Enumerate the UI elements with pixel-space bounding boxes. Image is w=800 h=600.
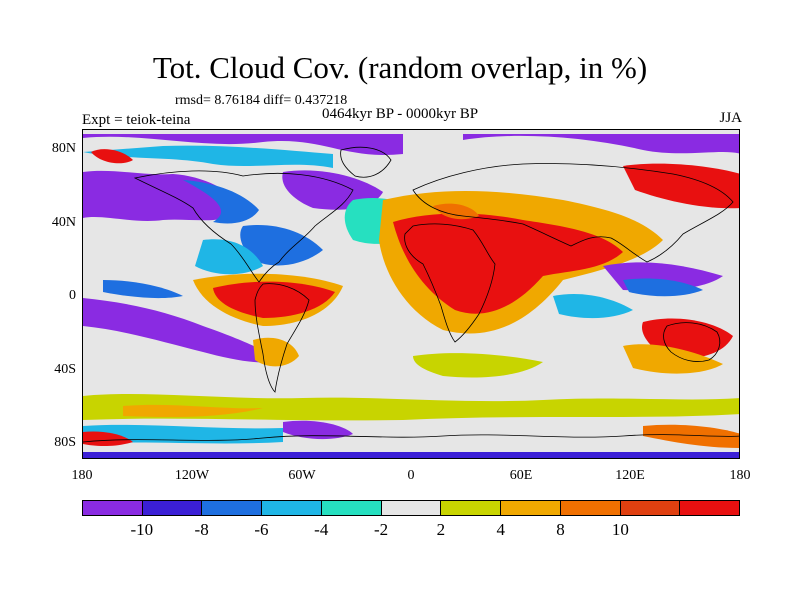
- antarctic-blue: [83, 424, 283, 444]
- map-panel: [82, 129, 740, 459]
- maritime-blue: [623, 278, 703, 297]
- lon-tick-label: 180: [71, 468, 93, 483]
- arctic-blue-band: [83, 145, 333, 168]
- north-pacific-blue: [183, 180, 259, 224]
- colorbar-swatch: [202, 501, 263, 515]
- south-pacific-purple: [83, 298, 283, 363]
- colorbar-label: -8: [194, 520, 209, 539]
- south-atlantic-yellow: [413, 353, 543, 378]
- colorbar-label: 8: [556, 520, 565, 539]
- colorbar-swatch: [321, 501, 382, 515]
- coastline-greenland: [340, 146, 392, 178]
- arctic-purple-band: [83, 134, 403, 155]
- colorbar-label: 10: [611, 520, 629, 539]
- sahara-orange-spot: [433, 203, 479, 220]
- colorbar-swatch: [83, 501, 143, 515]
- colorbar-label: -2: [373, 520, 389, 539]
- period-label: 0464kyr BP - 0000kyr BP: [322, 106, 479, 122]
- colorbar-swatch: [680, 501, 740, 515]
- coastline-north-america: [133, 170, 354, 283]
- anomaly-map: [83, 130, 739, 458]
- colorbar-swatch: [620, 501, 681, 515]
- lat-tick-label: 80N: [51, 141, 76, 156]
- southern-ocean-yellow: [83, 394, 739, 421]
- lat-tick-label: 80S: [54, 435, 76, 450]
- siberia-purple: [463, 134, 739, 154]
- indian-blue: [553, 293, 633, 319]
- antarctic-purple: [283, 420, 353, 440]
- colorbar-swatch: [262, 501, 322, 515]
- lat-tick-label: 0: [69, 288, 76, 303]
- lat-tick-label: 40S: [54, 362, 76, 377]
- lat-tick-label: 40N: [51, 215, 76, 230]
- experiment-label: Expt = teiok-teina: [82, 112, 191, 128]
- lon-tick-label: 60W: [288, 468, 316, 483]
- australia-orange: [623, 344, 723, 374]
- south-pacific-blue: [103, 280, 183, 299]
- gulf-cyan: [195, 239, 263, 275]
- colorbar-label: -4: [314, 520, 329, 539]
- coastline-antarctica: [83, 434, 739, 443]
- antarctic-orange-east: [643, 424, 739, 448]
- coastline-australia: [663, 322, 721, 362]
- colorbar-swatch: [381, 501, 442, 515]
- lon-tick-label: 120E: [615, 468, 645, 483]
- colorbar-label: 4: [496, 520, 505, 539]
- southern-ocean-orange: [123, 404, 263, 418]
- colorbar-label: -10: [130, 520, 154, 539]
- antarctic-red: [83, 431, 133, 446]
- south-pole-blue: [83, 452, 739, 458]
- statistics-line: rmsd= 8.76184 diff= 0.437218: [175, 93, 348, 108]
- colorbar-swatch: [560, 501, 621, 515]
- colorbar-swatch: [501, 501, 561, 515]
- colorbar: [82, 500, 740, 516]
- coastline-africa: [404, 223, 496, 343]
- south-america-orange: [253, 337, 299, 367]
- lon-tick-label: 180: [729, 468, 751, 483]
- tropical-pacific-red: [213, 281, 335, 318]
- colorbar-label: -6: [254, 520, 269, 539]
- atlantic-blue: [240, 225, 323, 266]
- plot-title: Tot. Cloud Cov. (random overlap, in %): [152, 50, 648, 85]
- coastline-south-america: [254, 283, 310, 393]
- siberia-red: [623, 163, 739, 209]
- season-label: JJA: [719, 110, 742, 126]
- colorbar-label: 2: [436, 520, 446, 539]
- colorbar-swatch: [142, 501, 203, 515]
- coastlines: [83, 146, 739, 443]
- arctic-red-patch: [91, 149, 133, 164]
- colorbar-swatch: [441, 501, 502, 515]
- lon-tick-label: 60E: [509, 468, 533, 483]
- africa-red: [393, 213, 623, 314]
- coastline-eurasia: [412, 163, 734, 263]
- lon-tick-label: 120W: [174, 468, 210, 483]
- lon-tick-label: 0: [407, 468, 415, 483]
